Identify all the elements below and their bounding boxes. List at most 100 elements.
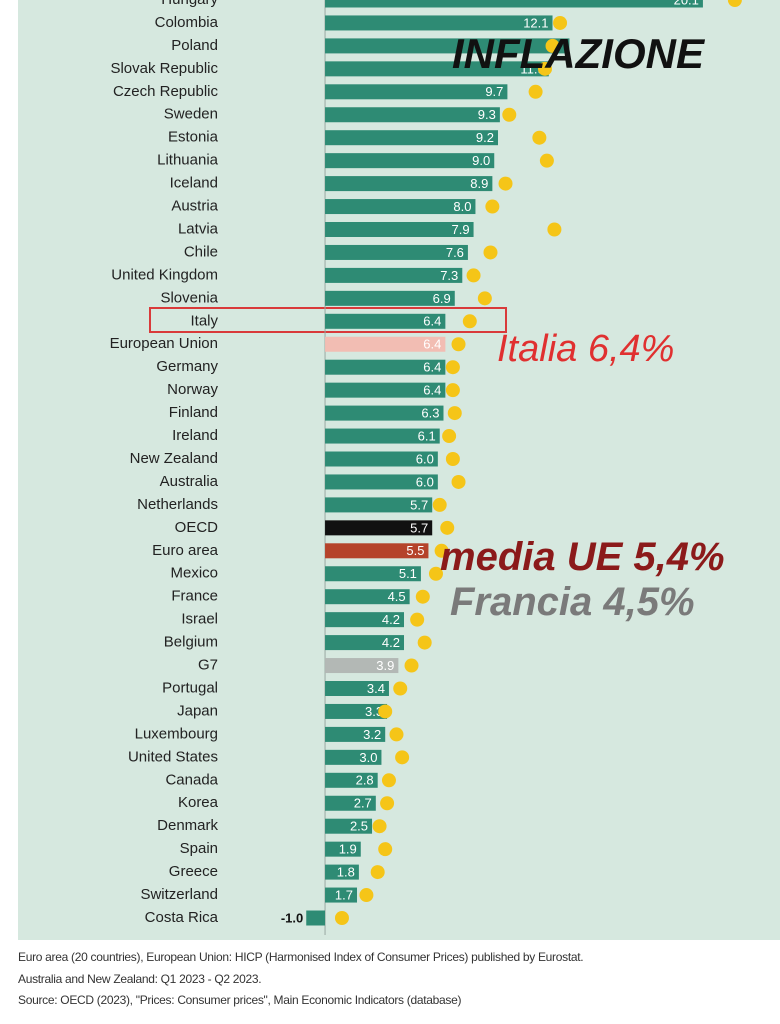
category-label: Australia	[160, 473, 219, 490]
dot	[451, 337, 466, 352]
dot	[370, 865, 385, 880]
value-label: 3.4	[367, 681, 385, 696]
bar	[325, 0, 703, 8]
dot	[447, 406, 462, 421]
dot	[539, 153, 554, 168]
bar	[325, 566, 421, 582]
note: Euro area (20 countries), European Union…	[18, 950, 584, 964]
annotation: media UE 5,4%	[440, 535, 725, 579]
value-label: -1.0	[281, 910, 303, 925]
dot	[451, 474, 466, 489]
category-label: Belgium	[164, 634, 218, 651]
dot	[381, 773, 396, 788]
dot	[445, 452, 460, 466]
bar	[325, 703, 388, 719]
dot	[440, 520, 455, 535]
category-label: Luxembourg	[135, 725, 218, 742]
dot	[445, 383, 460, 398]
bar	[325, 681, 389, 696]
dot	[445, 360, 460, 375]
dot	[727, 0, 742, 7]
value-label: 3.2	[363, 727, 381, 742]
category-label: Finland	[169, 404, 218, 421]
bar	[325, 84, 508, 100]
category-label: G7	[198, 657, 218, 674]
dot	[428, 566, 443, 581]
value-label: 2.8	[356, 773, 374, 788]
dot	[547, 222, 562, 237]
annotation: Francia 4,5%	[450, 580, 695, 624]
value-label: 9.2	[476, 130, 494, 145]
category-label: New Zealand	[130, 450, 218, 467]
bar	[325, 38, 570, 54]
category-label: Switzerland	[140, 886, 218, 903]
dot	[483, 245, 498, 260]
category-label: Denmark	[157, 817, 218, 834]
dot	[545, 38, 560, 53]
value-label: 7.9	[451, 222, 469, 237]
value-label: 7.6	[446, 245, 464, 260]
category-label: Iceland	[170, 175, 218, 192]
bar	[325, 497, 433, 513]
dot	[359, 888, 374, 903]
dot	[528, 84, 543, 99]
value-label: 6.9	[433, 291, 451, 306]
bar	[325, 153, 495, 169]
category-label: Germany	[156, 358, 218, 375]
bar	[325, 635, 405, 651]
bar	[325, 428, 440, 444]
category-label: Euro area	[152, 542, 219, 559]
dot	[462, 314, 477, 329]
value-label: 6.1	[418, 428, 436, 443]
category-label: Lithuania	[157, 152, 219, 169]
dot	[553, 15, 568, 30]
dot	[417, 635, 432, 650]
bar	[325, 244, 468, 260]
bar	[325, 543, 429, 559]
bar	[325, 474, 438, 490]
category-label: Israel	[181, 611, 218, 628]
bar	[325, 199, 476, 215]
bar	[325, 222, 474, 237]
category-label: Korea	[178, 794, 219, 811]
bar	[325, 107, 500, 123]
bar	[325, 887, 358, 903]
value-label: 5.7	[410, 497, 428, 512]
bar	[325, 176, 493, 192]
bar	[325, 658, 399, 674]
bar	[325, 61, 549, 77]
dot	[378, 704, 393, 719]
category-label: Italy	[190, 312, 218, 329]
category-label: United Kingdom	[111, 266, 218, 283]
category-label: United States	[128, 748, 218, 765]
category-label: Poland	[171, 37, 218, 54]
value-label: 7.3	[440, 268, 458, 283]
value-label: 5.5	[406, 543, 424, 558]
bar	[325, 841, 361, 857]
bar	[325, 313, 446, 329]
category-label: Latvia	[178, 220, 219, 237]
dot	[532, 130, 547, 145]
category-label: Chile	[184, 243, 218, 260]
note: Australia and New Zealand: Q1 2023 - Q2 …	[18, 972, 262, 986]
bar	[325, 772, 378, 788]
value-label: 6.4	[423, 337, 441, 352]
bar	[325, 818, 373, 834]
value-label: 5.1	[399, 566, 417, 581]
bar	[325, 359, 446, 375]
dot	[432, 497, 447, 512]
dot	[498, 176, 513, 191]
bar	[325, 290, 455, 306]
dot	[466, 268, 481, 283]
value-label: 3.3	[365, 704, 383, 719]
value-label: 8.9	[470, 176, 488, 191]
category-label: Czech Republic	[113, 83, 219, 100]
category-label: Spain	[180, 840, 218, 857]
dot	[378, 842, 393, 857]
dot	[434, 543, 449, 558]
category-label: Colombia	[155, 14, 219, 31]
value-label: 6.4	[423, 314, 441, 329]
value-label: 6.4	[423, 360, 441, 375]
value-label: 2.5	[350, 819, 368, 834]
